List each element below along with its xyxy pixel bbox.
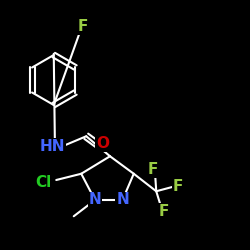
Text: F: F — [172, 179, 183, 194]
Text: F: F — [158, 204, 169, 219]
Text: Cl: Cl — [36, 175, 52, 190]
Text: O: O — [96, 136, 109, 151]
Text: HN: HN — [40, 139, 65, 154]
Text: F: F — [147, 162, 158, 178]
Text: N: N — [116, 192, 129, 208]
Text: F: F — [77, 19, 88, 34]
Text: N: N — [88, 192, 102, 208]
